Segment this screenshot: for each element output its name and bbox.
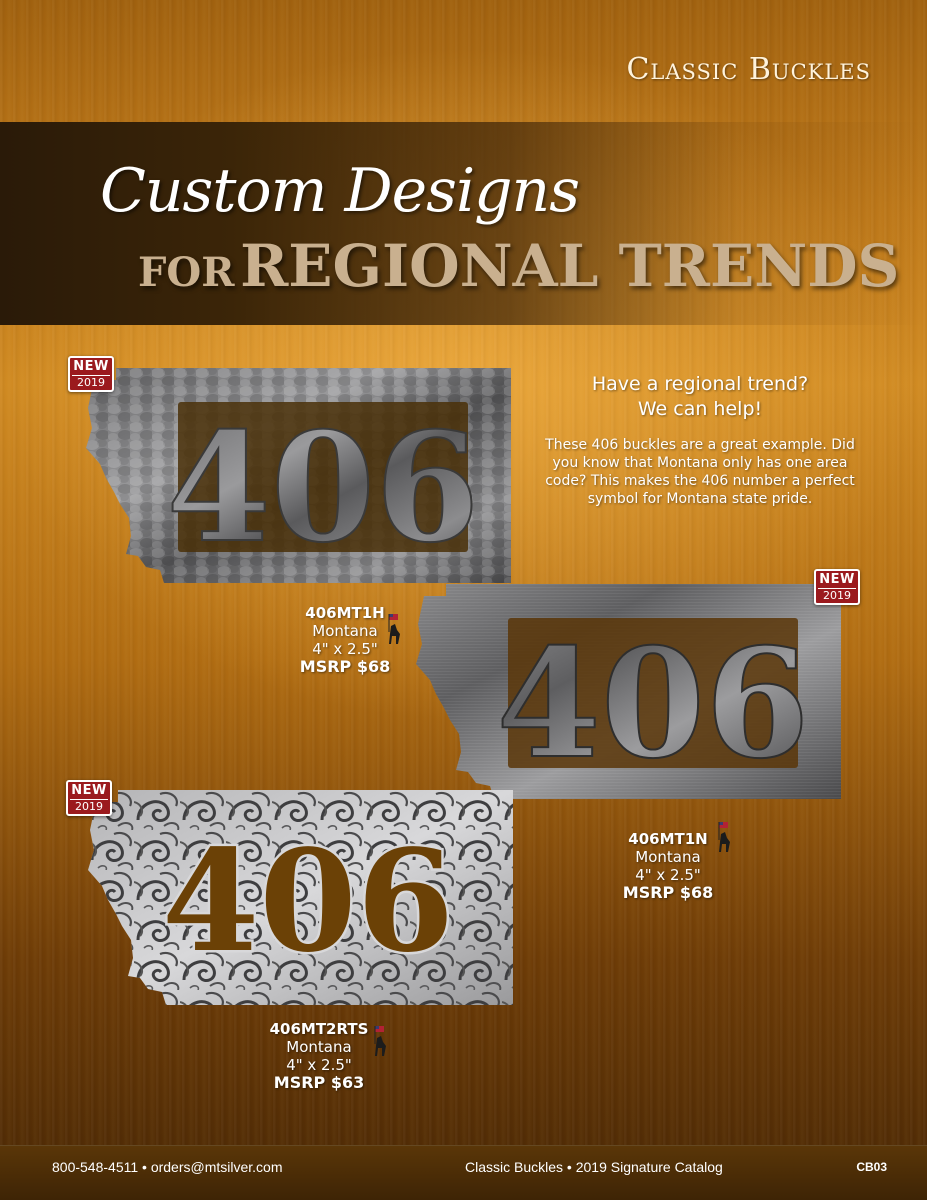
footer-catalog-title: Classic Buckles • 2019 Signature Catalog — [465, 1159, 723, 1175]
product-sku: 406MT1H — [305, 604, 385, 622]
footer-page-code: CB03 — [856, 1160, 887, 1174]
flag-rider-icon — [718, 822, 730, 852]
badge-word: NEW — [73, 359, 109, 374]
buckle-number-text: 406 — [496, 616, 809, 792]
product-size: 4" x 2.5" — [286, 1056, 352, 1074]
page-footer: 800-548-4511 • orders@mtsilver.com Class… — [0, 1145, 927, 1200]
new-badge: NEW 2019 — [66, 780, 112, 816]
script-title: Custom Designs — [100, 156, 580, 226]
product-msrp: MSRP $68 — [299, 657, 391, 676]
product-sku: 406MT1N — [628, 830, 708, 848]
title-prefix: FOR — [138, 249, 235, 296]
title-banner — [0, 122, 927, 325]
badge-year: 2019 — [70, 799, 108, 813]
product-406mt1n: 406MT1N Montana 4" x 2.5" MSRP $68 — [612, 830, 724, 902]
new-badge: NEW 2019 — [68, 356, 114, 392]
buckle-number-text: 406 — [162, 820, 454, 984]
product-msrp: MSRP $68 — [622, 883, 714, 902]
buckle-406mt1h-image: 406 — [86, 368, 511, 583]
product-size: 4" x 2.5" — [312, 640, 378, 658]
badge-year: 2019 — [818, 588, 856, 602]
badge-word: NEW — [819, 572, 855, 587]
product-name: Montana — [286, 1038, 352, 1056]
product-name: Montana — [635, 848, 701, 866]
product-406mt1h: 406MT1H Montana 4" x 2.5" MSRP $68 — [290, 604, 400, 676]
product-size: 4" x 2.5" — [635, 866, 701, 884]
product-name: Montana — [312, 622, 378, 640]
pitch-headline-line2: We can help! — [637, 398, 763, 420]
flag-rider-icon — [388, 614, 400, 644]
pitch-headline: Have a regional trend? We can help! — [534, 372, 866, 422]
product-406mt2rts: 406MT2RTS Montana 4" x 2.5" MSRP $63 — [260, 1020, 378, 1092]
pitch-body: These 406 buckles are a great example. D… — [545, 437, 855, 507]
badge-year: 2019 — [72, 375, 110, 389]
footer-contact: 800-548-4511 • orders@mtsilver.com — [52, 1159, 283, 1175]
badge-word: NEW — [71, 783, 107, 798]
buckle-406mt2rts-image: 406 — [88, 790, 513, 1005]
new-badge: NEW 2019 — [814, 569, 860, 605]
regional-trend-pitch: Have a regional trend? We can help! Thes… — [534, 372, 866, 508]
product-msrp: MSRP $63 — [273, 1073, 365, 1092]
section-title: Classic Buckles — [626, 52, 871, 87]
title-main: REGIONAL TRENDS — [240, 232, 900, 300]
buckle-number-text: 406 — [166, 400, 479, 576]
flag-rider-icon — [374, 1026, 386, 1056]
buckle-406mt1n-image: 406 — [416, 584, 841, 799]
product-sku: 406MT2RTS — [269, 1020, 369, 1038]
pitch-headline-line1: Have a regional trend? — [591, 373, 809, 395]
main-title: FOR REGIONAL TRENDS — [138, 232, 899, 300]
